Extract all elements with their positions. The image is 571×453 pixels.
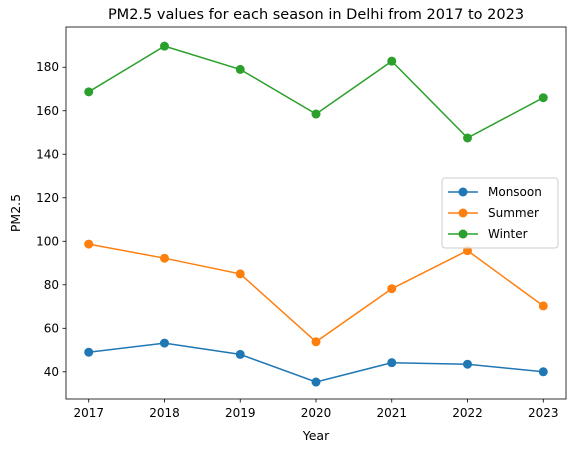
data-point-winter (311, 109, 321, 119)
y-tick-label: 120 (36, 191, 59, 205)
data-point-monsoon (159, 338, 169, 348)
data-point-winter (538, 93, 548, 103)
data-point-monsoon (463, 359, 473, 369)
x-tick-label: 2019 (225, 406, 256, 420)
data-point-winter (84, 87, 94, 97)
legend-marker-summer (458, 208, 468, 218)
data-point-winter (235, 64, 245, 74)
y-tick-label: 160 (36, 104, 59, 118)
y-tick-label: 40 (44, 365, 59, 379)
legend-label-winter: Winter (488, 227, 528, 241)
y-tick-label: 140 (36, 147, 59, 161)
data-point-summer (311, 337, 321, 347)
y-tick-label: 180 (36, 60, 59, 74)
x-tick-label: 2018 (149, 406, 180, 420)
legend-marker-winter (458, 229, 468, 239)
data-point-monsoon (84, 347, 94, 357)
y-axis: 40 60 80 100 120 140 160 180 (36, 60, 66, 379)
data-point-monsoon (311, 377, 321, 387)
series-line-monsoon (88, 342, 544, 383)
x-tick-label: 2023 (528, 406, 559, 420)
x-tick-label: 2022 (452, 406, 483, 420)
y-tick-label: 80 (44, 278, 59, 292)
data-point-summer (159, 253, 169, 263)
chart-title: PM2.5 values for each season in Delhi fr… (108, 7, 524, 23)
x-axis: 2017 2018 2019 2020 2021 2022 2023 (73, 399, 559, 420)
data-point-winter (387, 56, 397, 66)
x-tick-label: 2020 (301, 406, 332, 420)
x-axis-label: Year (302, 428, 330, 443)
data-point-winter (159, 41, 169, 51)
legend-label-summer: Summer (488, 206, 539, 220)
data-point-summer (84, 239, 94, 249)
x-tick-label: 2017 (73, 406, 104, 420)
data-point-summer (235, 269, 245, 279)
data-point-monsoon (387, 358, 397, 368)
legend-marker-monsoon (458, 187, 468, 197)
y-tick-label: 60 (44, 321, 59, 335)
y-tick-label: 100 (36, 234, 59, 248)
series-line-summer (88, 243, 544, 343)
data-point-monsoon (235, 349, 245, 359)
data-point-summer (538, 301, 548, 311)
legend-label-monsoon: Monsoon (488, 185, 542, 199)
series-line-winter (88, 45, 544, 139)
data-point-monsoon (538, 367, 548, 377)
legend: Monsoon Summer Winter (441, 177, 559, 249)
data-point-summer (387, 284, 397, 294)
data-point-winter (463, 133, 473, 143)
y-axis-label: PM2.5 (8, 194, 23, 232)
legend-box (441, 177, 559, 249)
x-tick-label: 2021 (376, 406, 407, 420)
